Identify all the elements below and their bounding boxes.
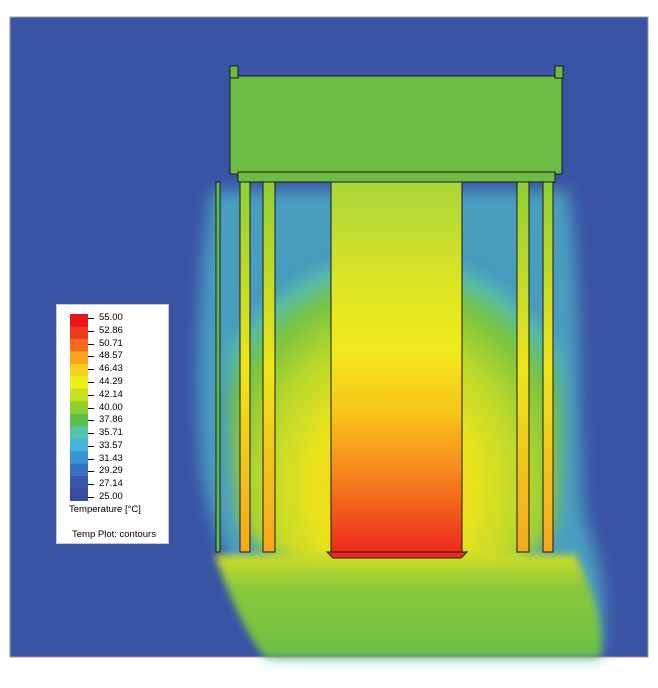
legend-color-swatch bbox=[70, 426, 88, 440]
fin-right-middle bbox=[542, 181, 554, 553]
heat-source-block bbox=[330, 181, 463, 553]
legend-tick-label: 29.29 bbox=[99, 465, 123, 477]
legend-title: Temperature [°C] bbox=[69, 504, 141, 515]
legend-tick-label: 52.86 bbox=[99, 324, 123, 336]
legend-tick-mark bbox=[88, 318, 94, 319]
legend-tick-label: 37.86 bbox=[99, 414, 123, 426]
fin-left-middle bbox=[239, 181, 251, 553]
legend-tick-label: 55.00 bbox=[99, 312, 123, 323]
legend-tick-label: 31.43 bbox=[99, 452, 123, 464]
plot-frame bbox=[9, 16, 649, 658]
legend-tick-label: 48.57 bbox=[99, 350, 123, 362]
legend-color-swatch bbox=[70, 338, 88, 352]
fin-left-inner bbox=[262, 181, 276, 553]
legend-tick-mark bbox=[88, 484, 94, 486]
legend-tick-label: 44.29 bbox=[99, 375, 123, 387]
legend-tick-label: 25.00 bbox=[99, 491, 123, 502]
legend-tick-label: 27.14 bbox=[99, 478, 123, 490]
legend-tick-label: 33.57 bbox=[99, 439, 123, 451]
legend-color-swatch bbox=[70, 388, 88, 402]
legend-tick-mark bbox=[88, 433, 94, 435]
legend-tick-mark bbox=[88, 356, 94, 358]
legend-subtitle: Temp Plot: contours bbox=[72, 529, 156, 540]
fin-right-inner bbox=[516, 181, 530, 553]
legend-tick-mark bbox=[88, 497, 94, 498]
legend-color-swatch bbox=[70, 413, 88, 427]
legend-color-swatch bbox=[70, 488, 88, 501]
heat-source-foot bbox=[325, 551, 469, 559]
thermal-wake bbox=[215, 555, 601, 657]
legend-tick-mark bbox=[88, 330, 94, 332]
legend-color-swatch bbox=[70, 463, 88, 477]
legend-color-swatch bbox=[70, 438, 88, 452]
legend-tick-mark bbox=[88, 471, 94, 473]
temperature-legend: 55.00 52.86 50.71 48.57 46.43 44.29 42.14 40.00… bbox=[56, 304, 169, 544]
legend-tick-label: 40.00 bbox=[99, 401, 123, 413]
legend-color-swatch bbox=[70, 476, 88, 490]
legend-tick-label: 50.71 bbox=[99, 337, 123, 349]
heatsink-right-flange bbox=[554, 65, 564, 79]
legend-tick-mark bbox=[88, 343, 94, 345]
legend-color-swatch bbox=[70, 401, 88, 415]
legend-tick-mark bbox=[88, 407, 94, 409]
legend-tick-mark bbox=[88, 394, 94, 396]
legend-tick-mark bbox=[88, 445, 94, 447]
heatsink-left-flange bbox=[229, 65, 239, 79]
legend-color-swatch bbox=[70, 376, 88, 390]
legend-tick-mark bbox=[88, 369, 94, 371]
heatsink-base-plate bbox=[229, 75, 563, 175]
legend-tick-mark bbox=[88, 458, 94, 460]
fin-left-outer bbox=[215, 181, 221, 553]
legend-color-swatch bbox=[70, 326, 88, 340]
legend-tick-mark bbox=[88, 381, 94, 383]
heatsink-lower-lip bbox=[237, 171, 556, 183]
legend-tick-label: 35.71 bbox=[99, 427, 123, 439]
legend-tick-label: 42.14 bbox=[99, 388, 123, 400]
legend-color-swatch bbox=[70, 351, 88, 365]
legend-color-swatch bbox=[70, 451, 88, 465]
legend-color-swatch bbox=[70, 363, 88, 377]
legend-color-bar bbox=[70, 314, 88, 501]
legend-color-swatch bbox=[70, 314, 88, 327]
legend-tick-mark bbox=[88, 420, 94, 422]
legend-tick-label: 46.43 bbox=[99, 363, 123, 375]
